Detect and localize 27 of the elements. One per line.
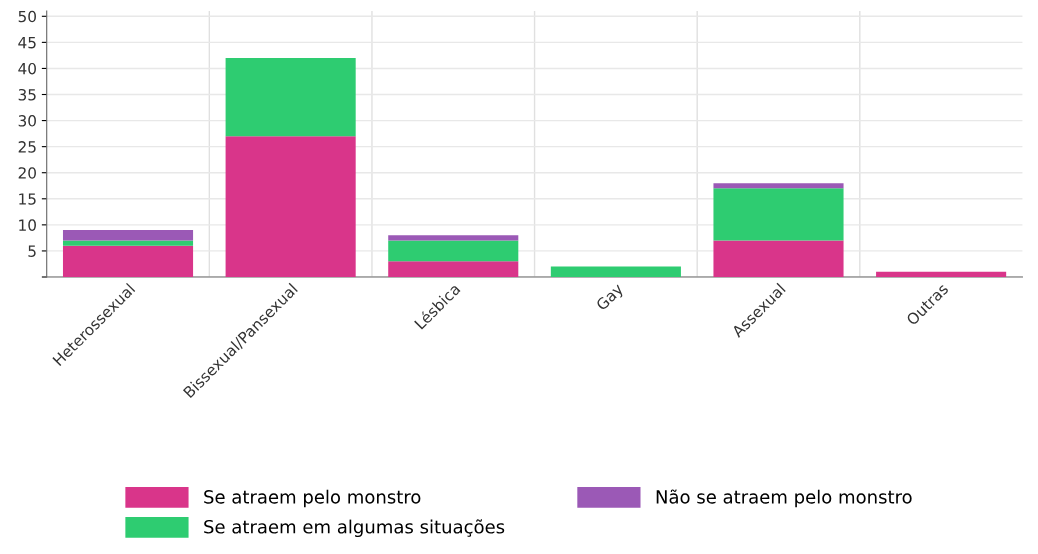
y-tick-label: 30 [18,115,36,127]
legend-label: Se atraem pelo monstro [204,489,421,508]
y-tick-label: 45 [18,37,36,49]
legend-label: Não se atraem pelo monstro [656,489,912,508]
bar [225,136,356,277]
bar [388,235,519,241]
y-tick-label: 15 [19,193,36,205]
bar [876,271,1007,277]
bar [550,266,681,277]
bar [62,240,194,246]
bar [713,188,844,241]
bar [62,245,194,277]
bar [225,58,356,137]
y-tick-label: 20 [18,167,36,179]
legend-label: Se atraem em algumas situações [204,519,505,538]
y-tick-label: 10 [19,219,36,231]
bar [62,230,194,241]
y-tick-label: 35 [18,88,36,101]
bar [388,240,519,262]
y-tick-label: 25 [18,141,36,153]
bar [388,261,519,277]
x-tick-label: Gay [595,282,627,314]
y-tick-label: 5 [28,245,36,257]
y-tick-label: 40 [18,62,36,75]
bar [713,183,844,189]
bar [713,240,844,277]
y-tick-label: 50 [18,10,36,23]
